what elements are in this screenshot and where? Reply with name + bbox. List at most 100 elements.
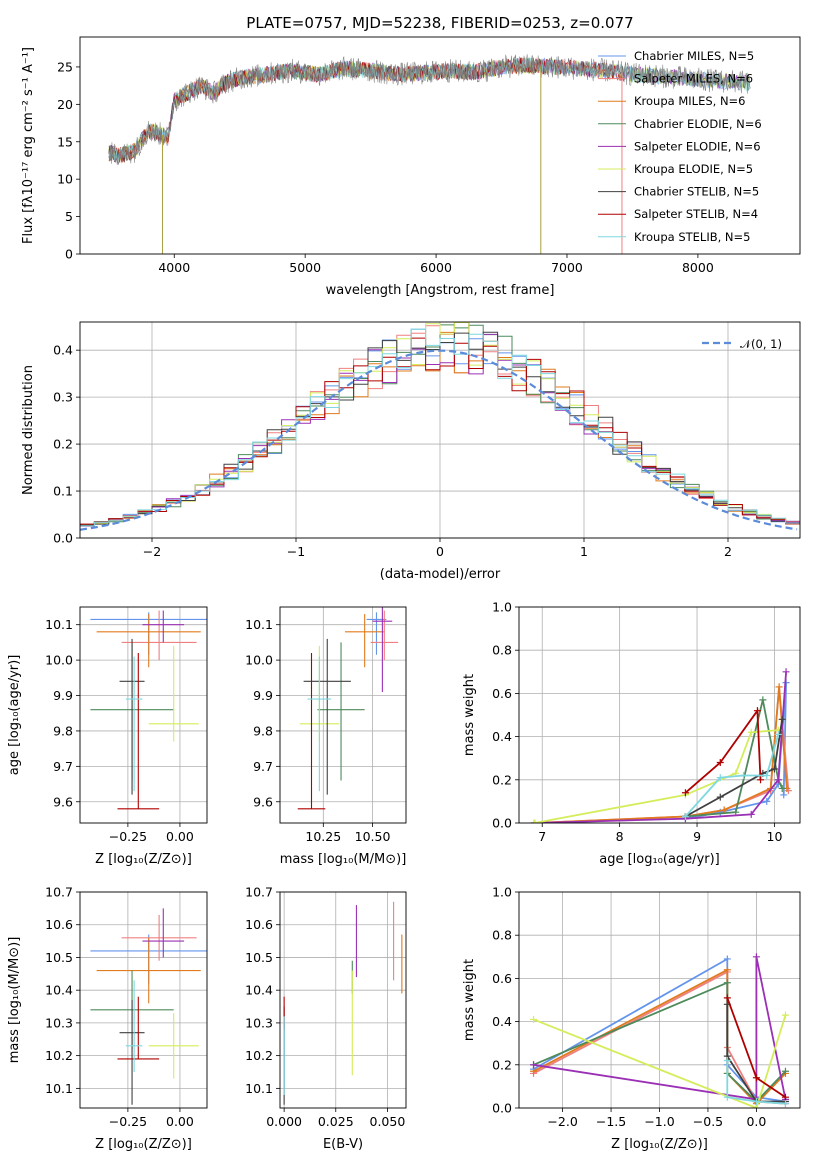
mass-vs-extinction-panel: 0.000 0.025 0.050 10.1 10.2 10.3 10.4 10.5 10.6 1…	[245, 885, 407, 1152]
axes-frame	[79, 891, 208, 1109]
x-tick-label: 0.000	[266, 1114, 302, 1129]
x-tick-label: 2	[724, 544, 732, 559]
weight-point-marker	[723, 966, 731, 974]
mass-vs-metallicity-panel: −0.25 0.00 10.1 10.2 10.3 10.4 10.5 10.6 10.7 Z […	[7, 885, 208, 1152]
figure-title: PLATE=0757, MJD=52238, FIBERID=0253, z=0…	[246, 14, 633, 32]
y-tick-label: 0.4	[492, 729, 512, 744]
residuals-panel: −2 −1 0 1 2 0.0 0.1 0.2 0.3 0.4 (data-model)/error…	[21, 321, 801, 582]
mass-weight-vs-metallicity-panel: −2.0 −1.5 −1.0 −0.5 0.0 0.0 0.2 0.4 0.6 0.8 1.0 Z […	[462, 885, 801, 1152]
y-tick-label: 0.6	[492, 686, 512, 701]
y-axis-label: Normed distribution	[21, 365, 36, 495]
normal-distribution-curve	[80, 349, 798, 531]
legend-entry: Chabrier MILES, N=5	[634, 49, 754, 63]
weight-point-marker	[530, 1015, 538, 1023]
weight-point-marker	[723, 1093, 731, 1101]
x-axis-label: (data-model)/error	[380, 567, 501, 582]
x-tick-label: 9	[693, 829, 701, 844]
x-tick-label: 0	[436, 544, 444, 559]
plot-area	[297, 607, 399, 810]
y-tick-label: 20	[57, 97, 73, 112]
weight-point-marker	[774, 730, 782, 738]
legend-entry: Kroupa ELODIE, N=5	[634, 162, 753, 176]
plot-area	[530, 953, 789, 1108]
x-tick-label: 4000	[158, 260, 190, 275]
axes-frame	[79, 606, 208, 824]
weight-point-marker	[763, 771, 771, 779]
mass-weight-vs-age-panel: 7 8 9 10 0.0 0.2 0.4 0.6 0.8 1.0 age [log₁₀(age/yr…	[462, 600, 801, 867]
y-tick-label: 0.1	[53, 484, 73, 499]
x-tick-label: 0.00	[166, 1114, 194, 1129]
x-tick-label: −0.5	[693, 1114, 723, 1129]
grid-lines	[280, 891, 406, 1108]
x-tick-label: −2.0	[547, 1114, 577, 1129]
y-tick-label: 10.2	[45, 1048, 73, 1063]
y-axis-label: mass weight	[462, 959, 477, 1041]
x-axis-label: age [log₁₀(age/yr)]	[599, 852, 720, 867]
x-tick-label: 8000	[682, 260, 714, 275]
weight-point-marker	[753, 707, 761, 715]
y-tick-label: 25	[57, 59, 73, 74]
weight-point-marker	[723, 979, 731, 987]
weight-point-marker	[781, 1100, 789, 1108]
y-axis-label: mass weight	[462, 674, 477, 756]
y-tick-label: 10.7	[245, 885, 273, 900]
weight-point-marker	[681, 813, 689, 821]
weight-point-marker	[782, 668, 790, 676]
weight-point-marker	[781, 1067, 789, 1075]
plot-area	[90, 908, 207, 1105]
weight-series-line	[726, 1060, 786, 1105]
grid-lines	[80, 607, 207, 823]
weight-point-marker	[752, 953, 760, 961]
weight-point-marker	[747, 728, 755, 736]
spectrum-legend: Chabrier MILES, N=5 Salpeter MILES, N=6 Kr…	[598, 49, 762, 244]
y-tick-label: 10.1	[245, 1081, 273, 1096]
weight-point-marker	[739, 771, 747, 779]
y-tick-label: 10.4	[245, 983, 273, 998]
x-tick-label: −1.5	[596, 1114, 626, 1129]
y-tick-label: 10.1	[245, 617, 273, 632]
weight-point-marker	[752, 1098, 760, 1106]
axes-frame	[79, 321, 801, 539]
y-tick-label: 1.0	[492, 885, 512, 900]
weight-point-marker	[723, 1056, 731, 1064]
y-tick-label: 10.6	[245, 917, 273, 932]
weight-point-marker	[723, 955, 731, 963]
x-axis-label: E(B-V)	[323, 1137, 363, 1152]
legend-entry: Salpeter MILES, N=6	[634, 72, 753, 86]
weight-point-marker	[759, 696, 767, 704]
y-tick-label: 9.6	[253, 794, 273, 809]
y-tick-label: 10.7	[45, 885, 73, 900]
y-tick-label: 10.1	[45, 617, 73, 632]
x-tick-label: −0.25	[109, 1114, 147, 1129]
x-tick-label: 0.00	[166, 829, 194, 844]
y-tick-label: 9.8	[53, 723, 73, 738]
y-tick-label: 0.6	[492, 971, 512, 986]
y-tick-label: 5	[65, 209, 73, 224]
weight-point-marker	[780, 791, 788, 799]
weight-point-marker	[747, 810, 755, 818]
plot-area	[108, 54, 751, 254]
weight-point-marker	[752, 1074, 760, 1082]
x-tick-label: −0.25	[109, 829, 147, 844]
age-vs-mass-panel: 10.25 10.50 9.6 9.7 9.8 9.9 10.0 10.1 mass [log₁…	[245, 606, 407, 867]
y-tick-label: 0	[65, 247, 73, 262]
weight-point-marker	[781, 1093, 789, 1101]
legend-entry: Salpeter STELIB, N=4	[634, 207, 758, 221]
legend-entry: Salpeter ELODIE, N=6	[634, 139, 761, 153]
weight-series-line	[684, 708, 762, 794]
x-tick-label: −1	[287, 544, 305, 559]
x-tick-label: 10.25	[305, 829, 341, 844]
axes-frame	[279, 606, 407, 824]
spectrum-panel: 4000 5000 6000 7000 8000 0 5 10 15 20 25 wavelength…	[21, 36, 801, 298]
grid-lines	[519, 891, 800, 1109]
weight-point-marker	[716, 793, 724, 801]
x-tick-label: 0.0	[746, 1114, 766, 1129]
y-tick-label: 10	[57, 172, 73, 187]
weight-point-marker	[716, 774, 724, 782]
y-tick-label: 0.4	[492, 1014, 512, 1029]
x-axis-label: mass [log₁₀(M/M⊙)]	[280, 852, 407, 867]
weight-series-line	[685, 682, 787, 820]
legend-entry: 𝒩(0, 1)	[740, 337, 782, 351]
x-axis-label: Z [log₁₀(Z/Z⊙)]	[611, 1137, 708, 1152]
